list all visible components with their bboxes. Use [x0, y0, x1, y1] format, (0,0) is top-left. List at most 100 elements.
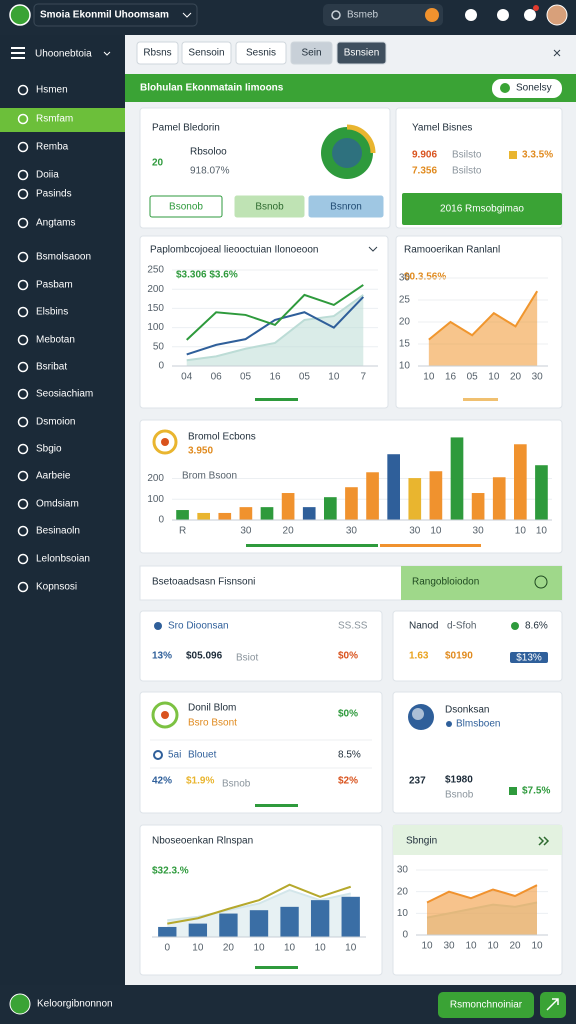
nav-icon — [17, 306, 29, 318]
card-sub: Bsro Bsont — [188, 718, 237, 729]
tab[interactable] — [290, 41, 333, 65]
stat-note: Bsnob — [222, 779, 251, 790]
nav-icon — [17, 251, 29, 263]
nav-item[interactable]: Omdsiam — [36, 499, 79, 510]
card-button[interactable] — [308, 195, 384, 218]
chart-title: Nboseoenkan Rlnspan — [152, 836, 253, 847]
tab-label[interactable]: Sesnis — [246, 48, 276, 59]
card — [139, 691, 383, 814]
legend-square — [509, 151, 517, 159]
nav-item[interactable]: Rsmfam — [36, 114, 73, 125]
nav-item[interactable]: Angtams — [36, 218, 75, 229]
nav-item[interactable]: Besinaoln — [36, 526, 80, 537]
stat-amount: $05.096 — [186, 651, 223, 662]
sidebar-title: Uhoonebtoia — [35, 49, 92, 60]
nav-icon — [17, 388, 29, 400]
card-title: Yamel Bisnes — [412, 123, 472, 134]
bar — [281, 493, 295, 520]
nav-item[interactable]: Sbgio — [36, 444, 62, 455]
chart-title: Ramooerikan Ranlanl — [404, 245, 500, 256]
caret — [182, 12, 192, 18]
title-box[interactable] — [33, 3, 198, 27]
stat-amount: $0190 — [445, 651, 473, 662]
chart-title: Sbngin — [406, 836, 437, 847]
nav-item[interactable]: Pasbam — [36, 280, 73, 291]
y-tick-label: 150 — [147, 303, 164, 314]
nav-item[interactable]: Bsribat — [36, 362, 67, 373]
button-label[interactable]: 2016 Rmsobgimao — [440, 204, 524, 215]
card-button[interactable] — [234, 195, 305, 218]
tab[interactable] — [136, 41, 179, 65]
x-tick-label: 30 — [240, 526, 252, 537]
area-line — [186, 294, 364, 362]
y-tick-label: 30 — [397, 865, 409, 876]
search-box[interactable] — [323, 4, 443, 26]
select-text[interactable]: Sonelsy — [516, 83, 552, 94]
hamburger — [11, 47, 25, 49]
x-tick-label: 10 — [315, 943, 327, 954]
tab-label[interactable]: Rbsns — [143, 48, 171, 59]
search-icon — [331, 10, 341, 20]
button-label[interactable]: Bsnob — [255, 202, 284, 213]
button-label[interactable]: Rangobloiodon — [412, 577, 479, 588]
stat-badge: 8.6% — [525, 621, 548, 632]
x-tick-label: 30 — [346, 526, 358, 537]
x-tick-label: 16 — [445, 372, 457, 383]
tab[interactable] — [235, 41, 287, 65]
y-tick-label: 0 — [158, 515, 164, 526]
banner-select[interactable] — [492, 79, 562, 98]
nav-item[interactable]: Aarbeie — [36, 471, 71, 482]
x-tick-label: 20 — [509, 941, 521, 952]
x-tick-label: 20 — [510, 372, 522, 383]
nav-item[interactable]: Kopnsosi — [36, 582, 77, 593]
search-text: Bsmeb — [347, 10, 379, 21]
stat-amount: $1.9% — [186, 776, 214, 787]
icon-bell — [524, 9, 536, 21]
nav-icon — [17, 553, 29, 565]
nav-item[interactable]: Seosiachiam — [36, 389, 93, 400]
expand-icon — [553, 49, 561, 57]
avatar — [546, 4, 568, 26]
line — [167, 883, 352, 925]
card-label: Rbsoloo — [190, 147, 227, 158]
nav-item[interactable]: Bsmolsaoon — [36, 252, 91, 263]
tab-label[interactable]: Bsnsien — [344, 48, 380, 59]
button-label[interactable]: Bsnron — [330, 202, 362, 213]
top-bar — [0, 0, 576, 35]
hamburger — [11, 52, 25, 54]
bar — [387, 454, 400, 520]
nav-item[interactable]: Remba — [36, 142, 69, 153]
bar — [302, 507, 316, 520]
button-label[interactable]: Bsonob — [169, 202, 203, 213]
button-label[interactable]: Rsmonchnoiniar — [450, 1000, 523, 1011]
nav-item[interactable]: Doiia — [36, 170, 59, 181]
y-tick-label: 100 — [147, 494, 164, 505]
card-button[interactable] — [149, 195, 223, 218]
tab[interactable] — [181, 41, 232, 65]
footer-icon — [9, 993, 31, 1015]
card-button[interactable] — [402, 193, 562, 225]
tab-label[interactable]: Sensoin — [188, 48, 224, 59]
y-tick-label: 50 — [153, 341, 165, 352]
active-item[interactable] — [0, 108, 125, 132]
chart-subtitle: $0.3.56% — [404, 272, 446, 283]
card-icon-dot — [161, 711, 169, 719]
chart-title: Paplombcojoeal lieooctuian Ilonoeoon — [150, 245, 318, 256]
nav-item[interactable]: Mebotan — [36, 335, 75, 346]
y-tick-label: 10 — [397, 908, 409, 919]
nav-item[interactable]: Hsmen — [36, 85, 68, 96]
x-tick-label: 10 — [531, 941, 543, 952]
row-label: 5ai — [168, 750, 181, 761]
nav-item[interactable]: Elsbins — [36, 307, 68, 318]
stat-pct: 42% — [152, 776, 172, 787]
x-tick-label: 05 — [467, 372, 479, 383]
nav-item[interactable]: Dsmoion — [36, 417, 75, 428]
nav-item[interactable]: Pasinds — [36, 189, 72, 200]
tab[interactable] — [336, 41, 387, 65]
footer-button[interactable] — [438, 992, 534, 1018]
bar — [429, 471, 443, 520]
underline — [255, 804, 298, 807]
tab-label[interactable]: Sein — [301, 48, 321, 59]
nav-item[interactable]: Lelonbsoian — [36, 554, 90, 565]
stat-big: 237 — [409, 776, 426, 787]
